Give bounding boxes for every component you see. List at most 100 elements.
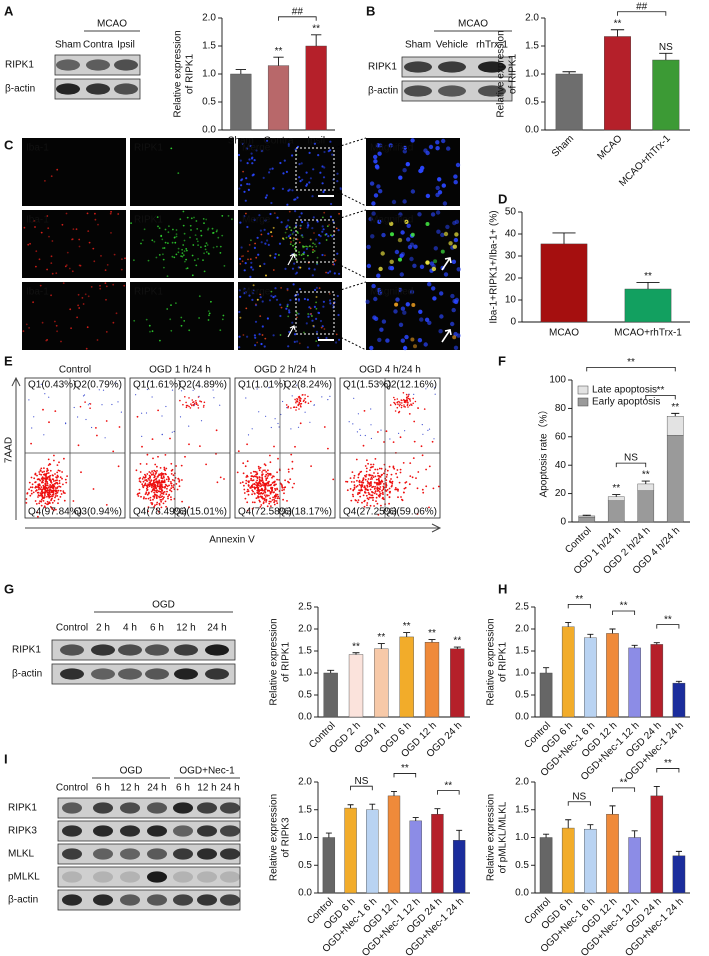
event-dot <box>39 469 42 471</box>
error-bar <box>675 680 682 684</box>
event-dot <box>172 474 175 477</box>
event-dot <box>276 478 278 481</box>
event-dot <box>428 506 430 509</box>
cell-dot <box>322 228 325 231</box>
blot-band <box>93 825 113 837</box>
error-bar <box>347 804 354 809</box>
cell-dot <box>292 231 295 234</box>
quadrant-label: Q2(4.89%) <box>179 380 227 391</box>
event-dot <box>63 457 65 460</box>
event-dot <box>258 492 260 494</box>
event-dot <box>165 405 167 408</box>
event-dot <box>368 496 371 499</box>
event-dot <box>166 487 168 490</box>
bar <box>584 828 597 894</box>
event-dot <box>153 497 156 499</box>
cell-dot <box>329 215 332 218</box>
cell-dot <box>423 148 428 153</box>
event-dot <box>386 488 389 491</box>
event-dot <box>358 481 361 484</box>
cell-dot <box>371 283 376 289</box>
event-dot <box>378 487 381 490</box>
cell-dot <box>261 300 264 303</box>
cell-dot <box>286 305 289 308</box>
event-dot <box>165 505 168 508</box>
error-bar <box>325 832 332 838</box>
y-axis-label: Relative expression <box>269 794 280 881</box>
event-dot <box>247 484 250 487</box>
cell-dot <box>453 180 458 185</box>
micrograph <box>22 282 126 350</box>
event-dot <box>37 491 40 494</box>
event-dot <box>47 491 50 494</box>
event-dot <box>377 494 380 497</box>
cell-dot <box>264 196 267 199</box>
event-dot <box>205 463 208 466</box>
arrow <box>287 325 296 338</box>
cell-dot <box>378 189 383 194</box>
event-dot <box>261 476 263 479</box>
cell-dot <box>409 289 415 295</box>
event-dot <box>412 397 415 400</box>
cell-dot <box>105 298 107 301</box>
micrograph-label: Iba-1 <box>26 143 49 154</box>
cell-dot <box>252 284 255 287</box>
event-dot <box>246 460 249 463</box>
event-dot <box>247 493 250 496</box>
blot-row-label: RIPK1 <box>5 60 34 71</box>
cell-dot <box>69 308 72 311</box>
event-dot <box>168 493 171 496</box>
cell-dot <box>167 231 170 234</box>
cell-dot <box>326 225 329 228</box>
significance-mark: NS <box>659 42 673 53</box>
event-dot <box>282 400 284 403</box>
event-dot <box>297 426 300 428</box>
cell-dot <box>264 242 267 245</box>
cell-dot <box>193 216 195 219</box>
event-dot <box>363 505 366 508</box>
cell-dot <box>93 260 96 263</box>
event-dot <box>215 429 218 432</box>
event-dot <box>406 398 408 400</box>
cell-dot <box>402 145 407 151</box>
cell-dot <box>306 226 309 229</box>
cell-dot <box>336 172 339 175</box>
event-dot <box>253 482 256 485</box>
cell-dot <box>287 143 290 146</box>
cell-dot <box>296 145 300 148</box>
event-dot <box>269 472 272 475</box>
event-dot <box>38 473 41 475</box>
cell-dot <box>381 319 387 324</box>
cell-dot <box>32 301 34 304</box>
blot-band <box>205 644 229 656</box>
event-dot <box>96 434 98 437</box>
event-dot <box>420 445 423 448</box>
event-dot <box>245 476 248 478</box>
cell-dot <box>398 175 403 180</box>
cell-dot <box>241 260 244 263</box>
event-dot <box>364 478 367 481</box>
event-dot <box>252 490 255 493</box>
event-dot <box>197 407 200 409</box>
event-dot <box>366 488 369 491</box>
micrograph-label: RIPK1 <box>134 287 163 298</box>
event-dot <box>246 490 249 493</box>
cell-dot <box>330 202 333 206</box>
event-dot <box>28 488 30 491</box>
quadrant-label: Q2(0.79%) <box>74 380 122 391</box>
event-dot <box>373 472 375 474</box>
event-dot <box>202 406 205 408</box>
cell-dot <box>115 312 118 315</box>
event-dot <box>146 388 148 391</box>
cell-dot <box>317 344 320 347</box>
event-dot <box>400 496 402 498</box>
event-dot <box>273 503 276 506</box>
event-dot <box>380 479 383 482</box>
cell-dot <box>109 212 112 215</box>
cell-dot <box>293 227 296 230</box>
event-dot <box>160 480 163 483</box>
cell-dot <box>94 218 97 221</box>
error-bar <box>543 667 550 673</box>
cell-dot <box>285 307 288 310</box>
y-tick-label: 1.0 <box>298 668 312 679</box>
